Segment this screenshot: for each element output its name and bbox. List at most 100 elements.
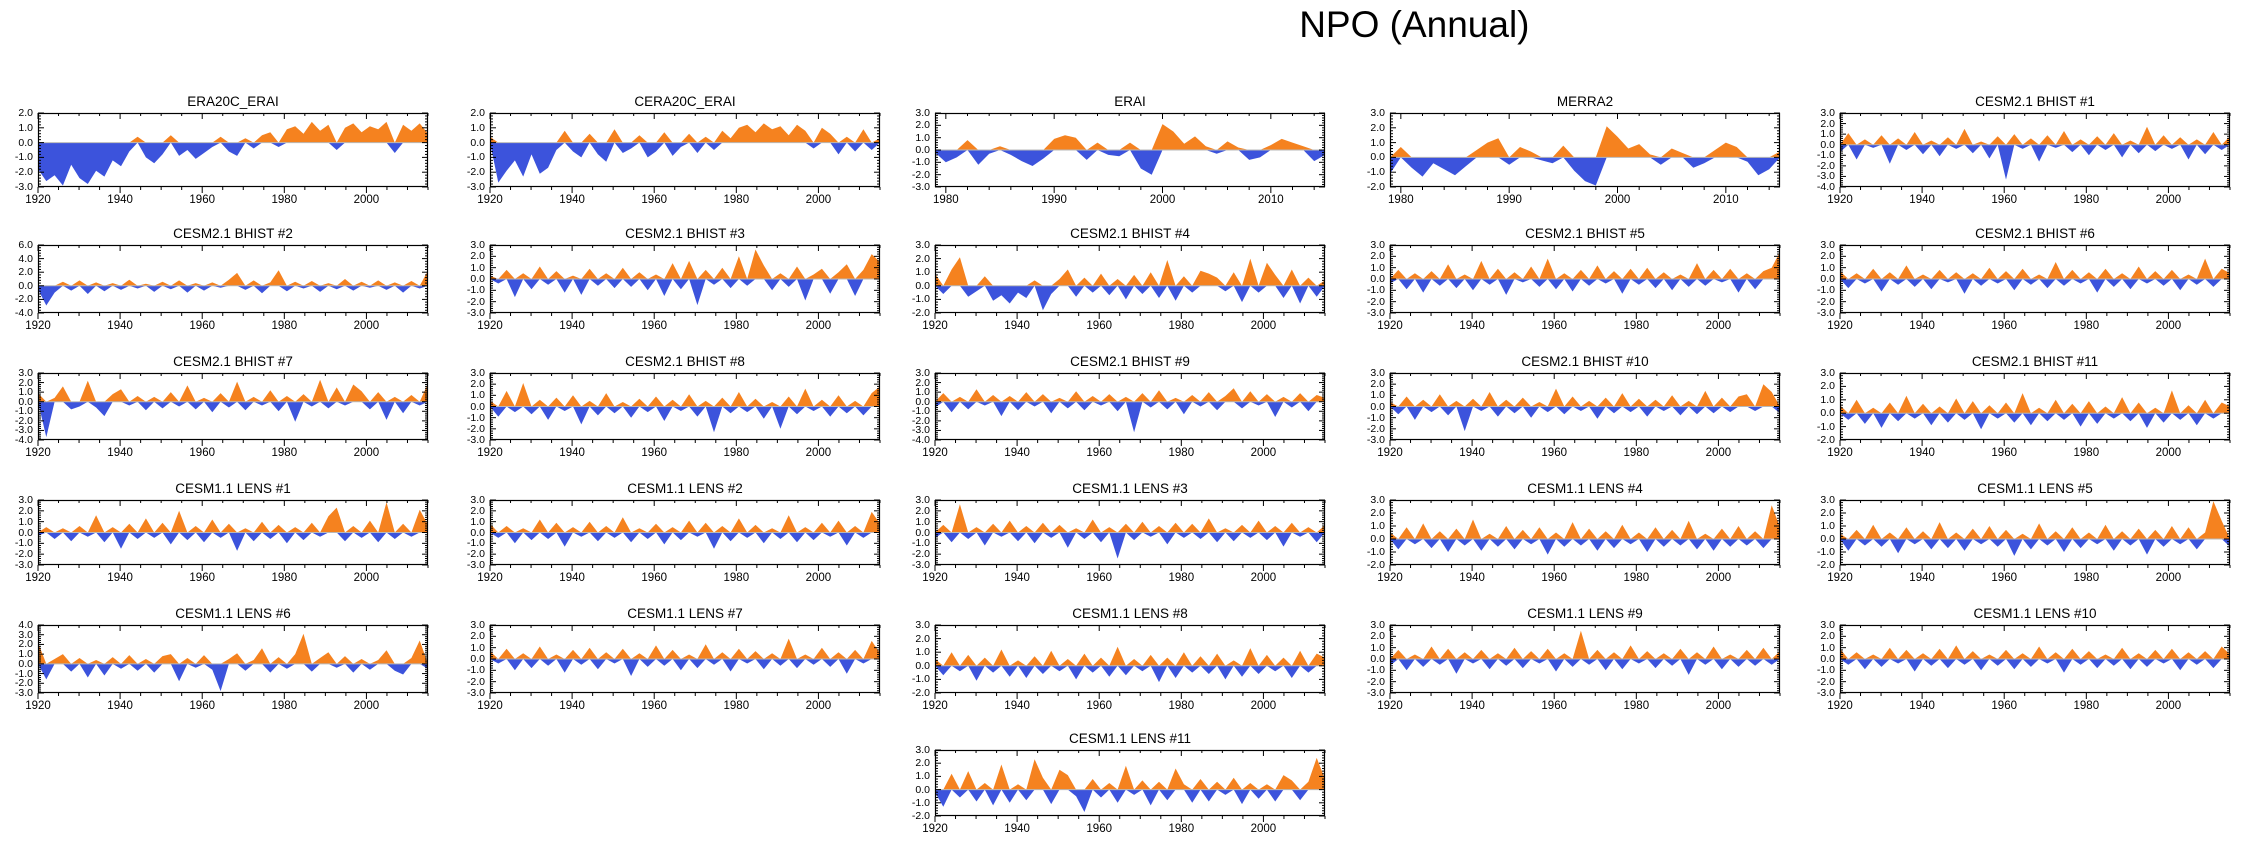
x-tick-label: 1920 [477, 320, 503, 332]
plot-frame [37, 499, 429, 566]
y-tick-label: -2.0 [466, 166, 485, 179]
plot-area [489, 624, 881, 699]
y-tick-label: 2.0 [915, 119, 930, 132]
figure-title: NPO (Annual) [1299, 4, 1530, 45]
y-tick-label: -2.0 [1366, 675, 1385, 688]
panel-title: CERA20C_ERAI [634, 94, 736, 109]
x-tick-label: 2000 [1705, 447, 1732, 459]
negative-anomaly-area [490, 659, 880, 676]
positive-anomaly-area [38, 270, 428, 286]
y-tick-label: -3.0 [1366, 687, 1385, 699]
y-tick-label: 1.0 [18, 386, 33, 399]
negative-anomaly-area [38, 142, 428, 186]
negative-anomaly-area [1840, 539, 2230, 556]
x-tick-label: 1940 [1909, 194, 1935, 206]
plot-area [489, 112, 881, 193]
plot-area [934, 372, 1326, 446]
y-tick-label: 3.0 [915, 367, 930, 379]
y-tick-label: 3.0 [915, 239, 930, 251]
x-tick-label: 1940 [559, 447, 585, 459]
positive-anomaly-area [935, 257, 1325, 286]
y-tick-label: 2.0 [915, 252, 930, 265]
y-tick-label: -2.0 [1816, 675, 1835, 688]
y-tick-label: 0.0 [915, 395, 930, 408]
negative-anomaly-area [490, 142, 880, 183]
y-tick-label: 0.0 [1370, 400, 1385, 413]
x-tick-label: 1940 [1909, 572, 1935, 584]
plot-frame [1839, 244, 2231, 314]
x-tick-label: 1980 [1623, 320, 1650, 332]
positive-anomaly-area [38, 502, 428, 533]
negative-anomaly-area [935, 532, 1325, 559]
x-tick-label: 2000 [2155, 447, 2182, 459]
y-tick-label: -3.0 [1366, 434, 1385, 446]
negative-anomaly-area [1390, 406, 1780, 432]
panel-title: CESM2.1 BHIST #10 [1521, 354, 1649, 369]
plot-frame [37, 624, 429, 694]
positive-anomaly-area [935, 646, 1325, 666]
y-tick-label: 1.0 [1820, 128, 1835, 141]
x-tick-label: 1920 [1377, 320, 1403, 332]
x-tick-label: 1920 [1827, 447, 1853, 459]
positive-anomaly-area [935, 388, 1325, 402]
y-tick-label: 3.0 [1370, 494, 1385, 506]
x-tick-label: 2000 [353, 194, 380, 206]
y-tick-label: -1.0 [911, 796, 930, 809]
y-tick-label: 3.0 [470, 619, 485, 631]
y-tick-label: 3.0 [1820, 107, 1835, 119]
x-tick-label: 1980 [1623, 447, 1650, 459]
y-tick-label: -3.0 [466, 559, 485, 571]
panel-title: CESM1.1 LENS #3 [1072, 481, 1188, 496]
y-tick-label: 0.0 [18, 136, 33, 149]
negative-anomaly-area [1390, 279, 1780, 295]
y-tick-label: -2.0 [14, 677, 33, 690]
y-tick-label: 3.0 [18, 494, 33, 506]
x-tick-label: 1940 [1909, 447, 1935, 459]
y-tick-label: -3.0 [14, 181, 33, 193]
y-tick-label: -3.0 [14, 559, 33, 571]
plot-area [1389, 372, 1781, 446]
negative-anomaly-area [1840, 413, 2230, 430]
y-tick-label: 0.0 [915, 279, 930, 292]
y-tick-label: 1.0 [470, 261, 485, 274]
plot-area [1389, 624, 1781, 699]
x-tick-label: 1980 [271, 572, 298, 584]
y-tick-label: -2.0 [14, 414, 33, 427]
x-tick-label: 1980 [2073, 320, 2100, 332]
positive-anomaly-area [935, 124, 1325, 150]
y-tick-label: -3.0 [14, 687, 33, 699]
y-tick-label: 2.0 [915, 632, 930, 645]
x-tick-label: 1980 [723, 320, 750, 332]
y-tick-label: 3.0 [915, 494, 930, 506]
x-tick-label: 1920 [477, 447, 503, 459]
x-tick-label: 2000 [353, 320, 380, 332]
panel-title: CESM2.1 BHIST #7 [173, 354, 293, 369]
y-tick-label: -2.0 [911, 307, 930, 319]
positive-anomaly-area [490, 383, 880, 407]
plot-frame [934, 372, 1326, 441]
plot-area [1389, 112, 1781, 193]
y-tick-label: 3.0 [1370, 239, 1385, 251]
y-tick-label: 0.0 [915, 659, 930, 672]
plot-area [934, 112, 1326, 193]
y-tick-label: 2.0 [1370, 630, 1385, 643]
x-tick-label: 1920 [477, 572, 503, 584]
y-tick-label: -1.0 [466, 664, 485, 677]
plot-area [1389, 499, 1781, 571]
y-tick-label: 2.0 [470, 250, 485, 263]
y-tick-label: -1.0 [911, 156, 930, 169]
panel-title: CESM1.1 LENS #7 [627, 606, 743, 621]
x-tick-label: 1980 [2073, 447, 2100, 459]
x-tick-label: 1960 [641, 700, 667, 712]
panel-title: CESM2.1 BHIST #9 [1070, 354, 1190, 369]
y-tick-label: 3.0 [1820, 619, 1835, 631]
x-tick-label: 1980 [1168, 823, 1195, 835]
panel-title: CESM2.1 BHIST #3 [625, 226, 745, 241]
plot-frame [934, 499, 1326, 566]
y-tick-label: 2.0 [915, 757, 930, 770]
x-tick-label: 1960 [1991, 572, 2017, 584]
x-tick-label: 1920 [25, 700, 51, 712]
plot-area [934, 244, 1326, 319]
negative-anomaly-area [935, 789, 1325, 812]
